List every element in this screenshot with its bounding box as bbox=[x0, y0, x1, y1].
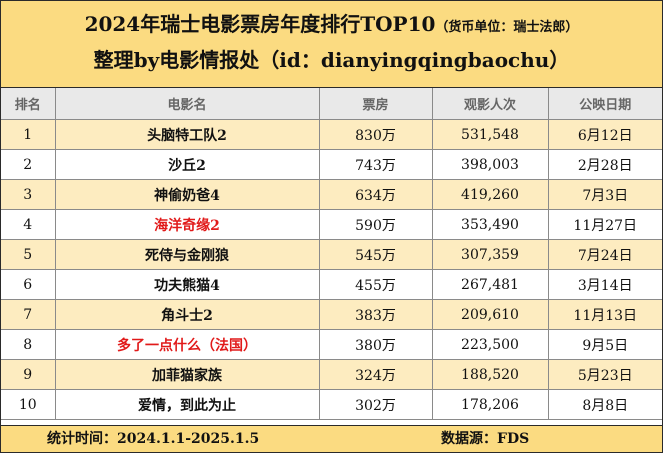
cell-release-date: 11月27日 bbox=[547, 209, 662, 240]
cell-movie-title: 头脑特工队2 bbox=[54, 119, 320, 150]
cell-release-date: 6月12日 bbox=[547, 119, 662, 150]
cell-admissions: 209,610 bbox=[431, 299, 549, 330]
column-header-release-date: 公映日期 bbox=[547, 88, 662, 120]
table-row: 4 海洋奇缘2 590万 353,490 11月27日 bbox=[1, 209, 662, 240]
cell-admissions: 307,359 bbox=[431, 239, 549, 270]
cell-movie-title: 功夫熊猫4 bbox=[54, 269, 320, 300]
cell-box-office: 590万 bbox=[318, 209, 433, 240]
cell-box-office: 545万 bbox=[318, 239, 433, 270]
cell-admissions: 188,520 bbox=[431, 359, 549, 390]
cell-box-office: 830万 bbox=[318, 119, 433, 150]
cell-movie-title: 加菲猫家族 bbox=[54, 359, 320, 390]
cell-movie-title: 沙丘2 bbox=[54, 149, 320, 180]
cell-release-date: 2月28日 bbox=[547, 149, 662, 180]
stat-period: 统计时间：2024.1.1-2025.1.5 bbox=[47, 431, 260, 447]
data-source: 数据源：FDS bbox=[441, 431, 530, 447]
cell-box-office: 302万 bbox=[318, 389, 433, 420]
cell-movie-title: 角斗士2 bbox=[54, 299, 320, 330]
cell-release-date: 7月3日 bbox=[547, 179, 662, 210]
cell-admissions: 223,500 bbox=[431, 329, 549, 360]
cell-rank: 6 bbox=[1, 269, 56, 300]
table-header-banner: 2024年瑞士电影票房年度排行TOP10（货币单位：瑞士法郎） 整理by电影情报… bbox=[1, 1, 662, 88]
cell-admissions: 531,548 bbox=[431, 119, 549, 150]
table-row: 8 多了一点什么（法国） 380万 223,500 9月5日 bbox=[1, 329, 662, 360]
cell-admissions: 398,003 bbox=[431, 149, 549, 180]
cell-movie-title: 海洋奇缘2 bbox=[54, 209, 320, 240]
table-row: 10 爱情，到此为止 302万 178,206 8月8日 bbox=[1, 389, 662, 420]
cell-admissions: 178,206 bbox=[431, 389, 549, 420]
cell-release-date: 7月24日 bbox=[547, 239, 662, 270]
table-footer: 统计时间：2024.1.1-2025.1.5 数据源：FDS bbox=[1, 425, 662, 452]
column-header-admissions: 观影人次 bbox=[431, 88, 549, 120]
cell-box-office: 383万 bbox=[318, 299, 433, 330]
page-subtitle: 整理by电影情报处（id：dianyingqingbaochu） bbox=[93, 48, 570, 72]
cell-rank: 3 bbox=[1, 179, 56, 210]
cell-box-office: 743万 bbox=[318, 149, 433, 180]
cell-rank: 5 bbox=[1, 239, 56, 270]
cell-rank: 1 bbox=[1, 119, 56, 150]
table-row: 1 头脑特工队2 830万 531,548 6月12日 bbox=[1, 119, 662, 150]
cell-release-date: 5月23日 bbox=[547, 359, 662, 390]
column-header-title: 电影名 bbox=[54, 88, 320, 120]
cell-movie-title: 死侍与金刚狼 bbox=[54, 239, 320, 270]
cell-movie-title: 爱情，到此为止 bbox=[54, 389, 320, 420]
table-header-row: 排名 电影名 票房 观影人次 公映日期 bbox=[1, 88, 662, 120]
table-row: 5 死侍与金刚狼 545万 307,359 7月24日 bbox=[1, 239, 662, 270]
cell-admissions: 267,481 bbox=[431, 269, 549, 300]
cell-movie-title: 多了一点什么（法国） bbox=[54, 329, 320, 360]
column-header-box-office: 票房 bbox=[318, 88, 433, 120]
table-row: 3 神偷奶爸4 634万 419,260 7月3日 bbox=[1, 179, 662, 210]
title-main: 2024年瑞士电影票房年度排行TOP10 bbox=[84, 12, 436, 36]
cell-box-office: 380万 bbox=[318, 329, 433, 360]
table-row: 6 功夫熊猫4 455万 267,481 3月14日 bbox=[1, 269, 662, 300]
cell-box-office: 455万 bbox=[318, 269, 433, 300]
cell-rank: 9 bbox=[1, 359, 56, 390]
cell-admissions: 419,260 bbox=[431, 179, 549, 210]
cell-release-date: 11月13日 bbox=[547, 299, 662, 330]
cell-rank: 10 bbox=[1, 389, 56, 420]
table-row: 7 角斗士2 383万 209,610 11月13日 bbox=[1, 299, 662, 330]
page-title: 2024年瑞士电影票房年度排行TOP10（货币单位：瑞士法郎） bbox=[1, 1, 662, 41]
cell-rank: 8 bbox=[1, 329, 56, 360]
ranking-table: 排名 电影名 票房 观影人次 公映日期 1 头脑特工队2 830万 531,548 6月… bbox=[1, 88, 662, 420]
cell-release-date: 9月5日 bbox=[547, 329, 662, 360]
table-row: 9 加菲猫家族 324万 188,520 5月23日 bbox=[1, 359, 662, 390]
cell-movie-title: 神偷奶爸4 bbox=[54, 179, 320, 210]
cell-box-office: 324万 bbox=[318, 359, 433, 390]
column-header-rank: 排名 bbox=[1, 88, 56, 120]
cell-rank: 4 bbox=[1, 209, 56, 240]
cell-admissions: 353,490 bbox=[431, 209, 549, 240]
cell-rank: 2 bbox=[1, 149, 56, 180]
cell-rank: 7 bbox=[1, 299, 56, 330]
cell-release-date: 8月8日 bbox=[547, 389, 662, 420]
table-row: 2 沙丘2 743万 398,003 2月28日 bbox=[1, 149, 662, 180]
title-currency-note: （货币单位：瑞士法郎） bbox=[435, 20, 579, 35]
cell-release-date: 3月14日 bbox=[547, 269, 662, 300]
cell-box-office: 634万 bbox=[318, 179, 433, 210]
